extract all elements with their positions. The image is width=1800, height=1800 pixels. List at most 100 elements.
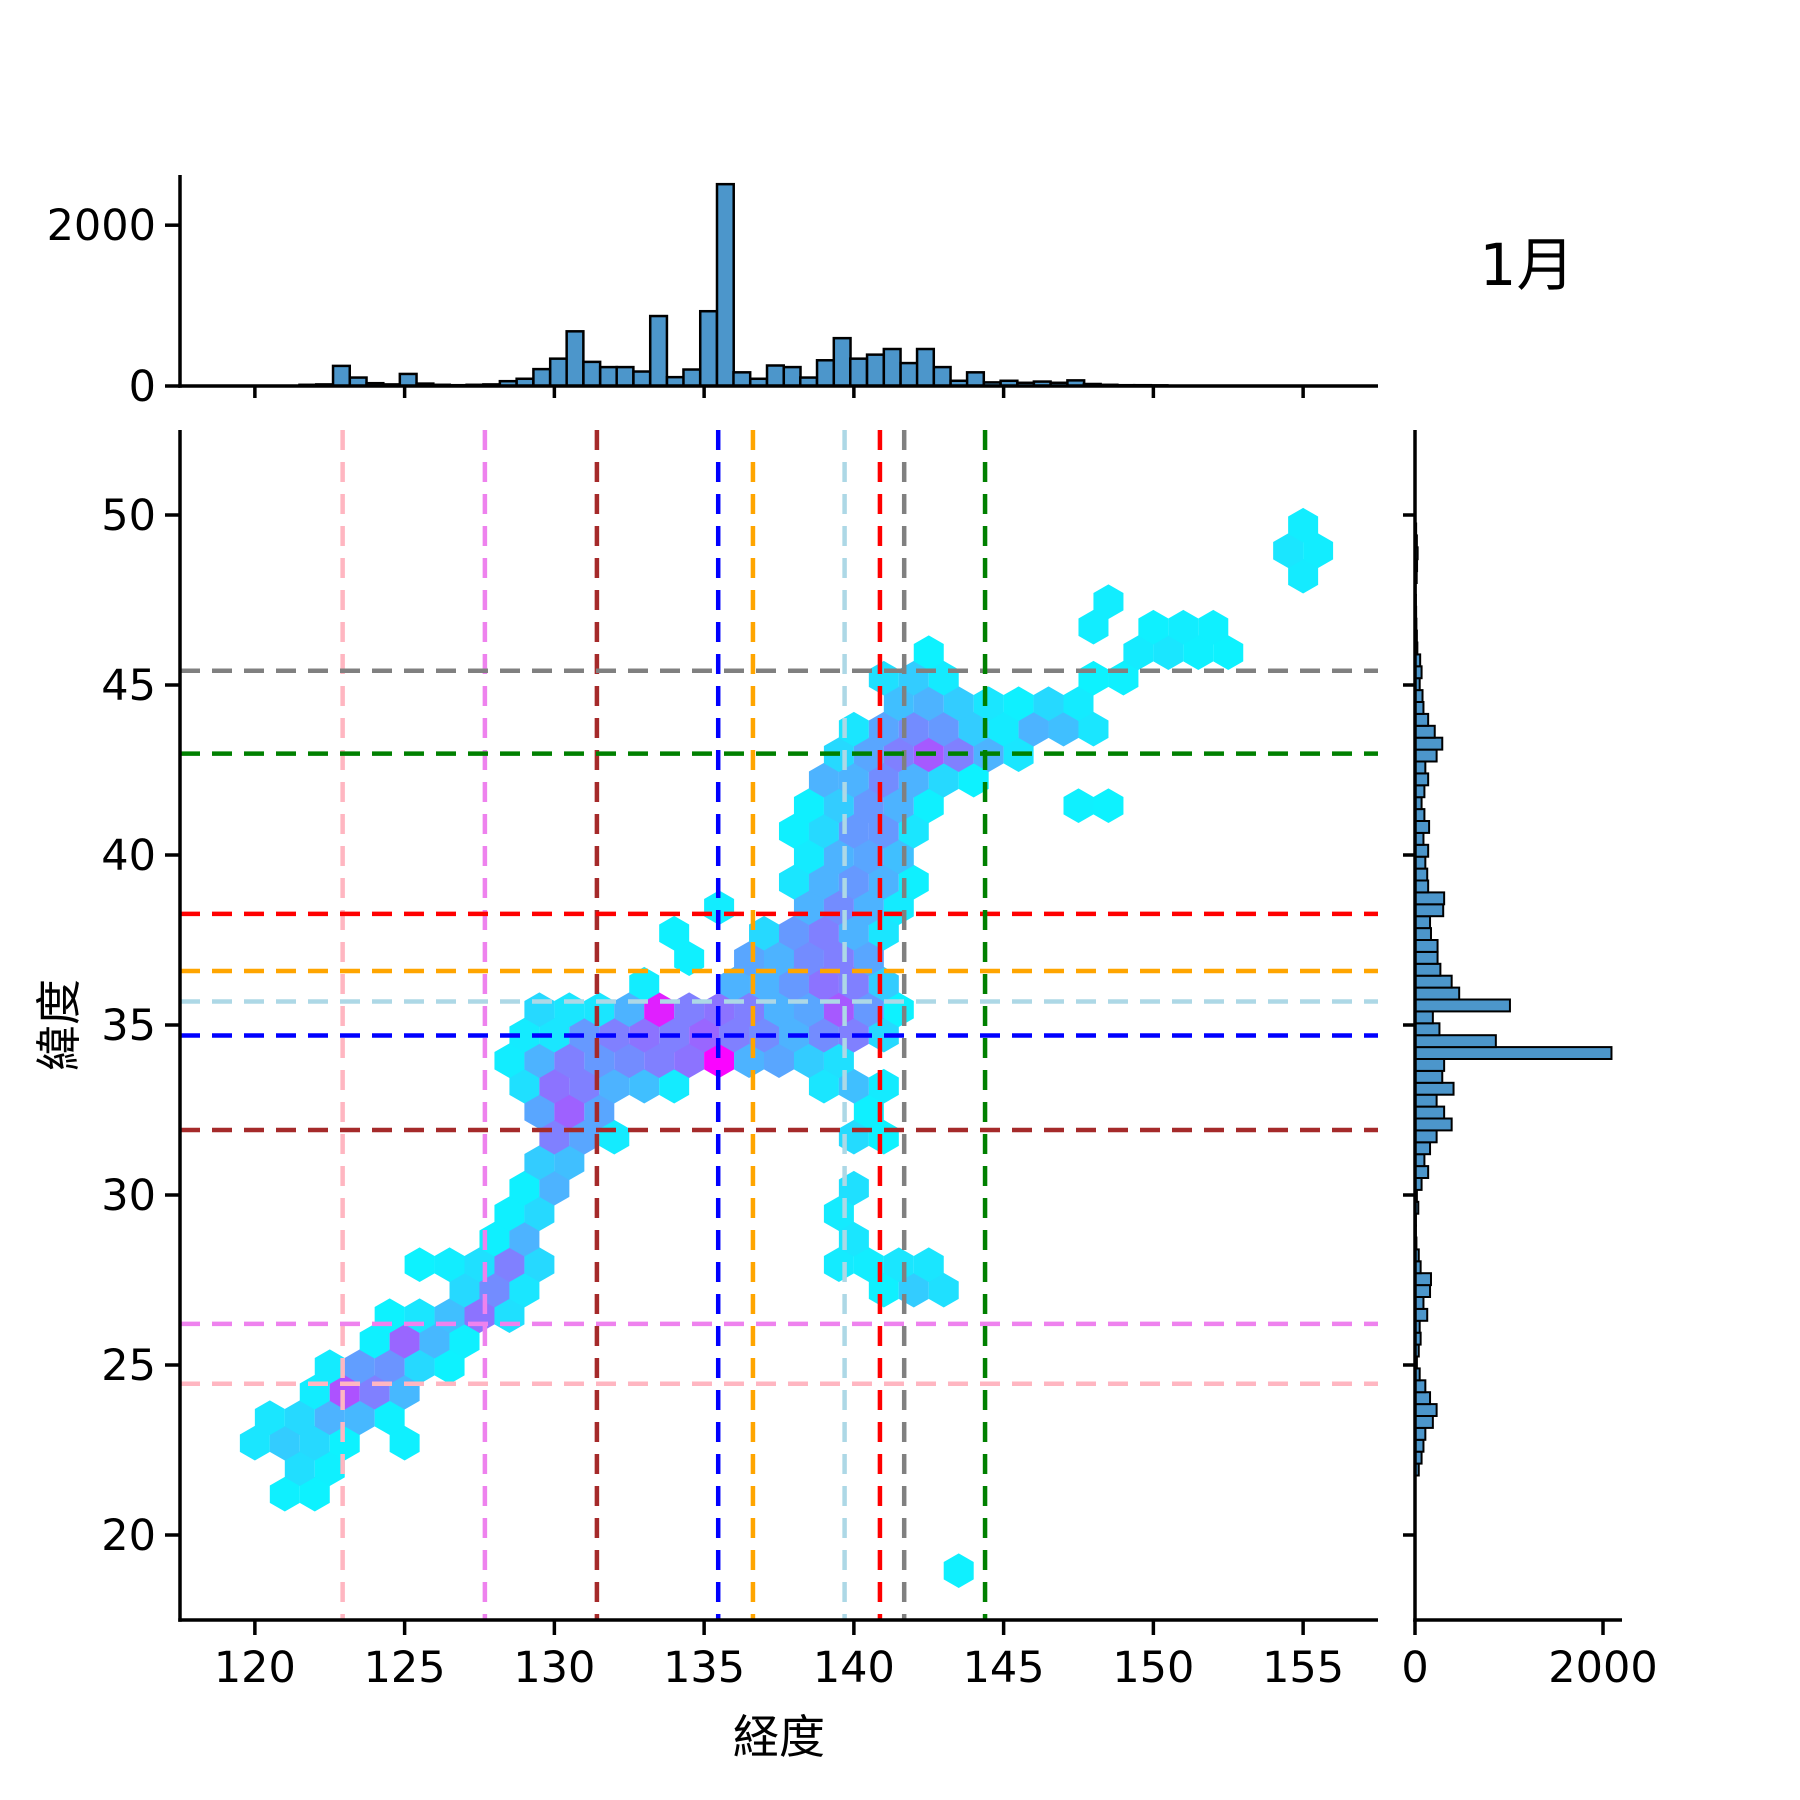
hex-cell (629, 966, 660, 1002)
hex-cell (389, 1323, 420, 1359)
hex-cell (868, 1272, 899, 1308)
hex-cell (1138, 609, 1169, 645)
hex-cell (928, 1272, 959, 1308)
right-hist-bar (1414, 772, 1430, 787)
hex-cell (329, 1425, 360, 1461)
top-hist-bar (882, 347, 902, 388)
right-hist-bar (1414, 915, 1432, 930)
top-hist-bar (532, 367, 552, 388)
hex-cell (704, 1043, 735, 1078)
hex-cell (808, 1068, 839, 1104)
right-hist-bar (1414, 1117, 1453, 1132)
hex-cell (599, 1068, 630, 1104)
hex-cell (299, 1476, 330, 1512)
hex-cell (868, 966, 899, 1002)
hex-cell (853, 941, 884, 976)
top-hist-bar (849, 357, 869, 388)
hex-cell (853, 1094, 884, 1129)
hex-cell (284, 1451, 315, 1486)
top-hist-bar (698, 309, 719, 388)
top-hist-bar (615, 365, 635, 388)
x-axis-tick-label: 145 (963, 1643, 1045, 1693)
hex-cell (359, 1323, 390, 1359)
right-hist-bar (1414, 1129, 1438, 1144)
x-axis-tick-label: 125 (364, 1643, 446, 1693)
x-axis-label: 経度 (733, 1710, 825, 1764)
hex-cell (973, 686, 1004, 721)
hex-cell (314, 1400, 345, 1435)
hex-cell (254, 1400, 285, 1435)
hex-cell (494, 1196, 525, 1231)
hex-cell (943, 1553, 974, 1588)
hex-cell (1288, 507, 1319, 543)
hex-cell (554, 1094, 585, 1129)
hex-cell (1003, 686, 1034, 721)
y-axis-label: 緯度 (32, 979, 86, 1071)
hex-cell (1273, 533, 1304, 568)
hex-cell (539, 1017, 570, 1053)
hex-cell (524, 1145, 555, 1180)
hex-cell (868, 1017, 899, 1053)
hex-cell (778, 864, 809, 900)
top-hist-bar (548, 357, 569, 388)
hex-cell (524, 1247, 555, 1282)
hex-cell (1063, 686, 1094, 721)
hex-cell (868, 1068, 899, 1104)
hex-cell (853, 839, 884, 874)
hex-cell (808, 813, 839, 849)
hex-cell (524, 1196, 555, 1231)
hex-cell (569, 1017, 600, 1053)
hex-cell (1288, 558, 1319, 594)
hex-cell (1168, 609, 1199, 645)
x-axis-tick-label: 130 (513, 1643, 595, 1693)
top-hist-bar (648, 314, 669, 388)
hex-cell (868, 762, 899, 798)
top-hist-bar (782, 365, 802, 388)
top-hist-bar (565, 330, 585, 388)
y-axis-tick-label: 20 (101, 1511, 156, 1561)
right-hist-bar (1414, 1141, 1432, 1156)
y-axis-tick-label: 30 (101, 1171, 156, 1221)
hex-cell (314, 1451, 345, 1486)
hex-cell (449, 1272, 480, 1308)
hex-cell (928, 711, 959, 747)
hex-cell (584, 1094, 615, 1129)
right-hist-bar (1414, 1272, 1432, 1287)
hex-cell (853, 890, 884, 925)
hex-cell (734, 1043, 765, 1078)
hex-cell (344, 1349, 375, 1384)
x-axis-tick-label: 140 (813, 1643, 895, 1693)
hex-cell (659, 1068, 690, 1104)
hex-cell (269, 1476, 300, 1512)
hex-cell (868, 915, 899, 951)
hex-cell (793, 890, 824, 925)
hex-cell (584, 1043, 615, 1078)
hex-cell (913, 686, 944, 721)
hex-cell (1303, 533, 1334, 568)
hex-cell (764, 1043, 794, 1078)
hex-cell (509, 1221, 540, 1257)
right-hist-bar (1414, 1069, 1444, 1084)
right-hist-bar (1414, 1022, 1441, 1037)
right-hist-bar (1414, 1093, 1438, 1108)
hex-cell (868, 813, 899, 849)
hex-cell (434, 1247, 465, 1282)
hex-cell (749, 915, 780, 951)
hex-cell (674, 941, 705, 976)
right-hist-bar (1414, 1165, 1430, 1179)
hex-cell (808, 966, 839, 1002)
hex-cell (808, 762, 839, 798)
hex-cell (509, 1272, 540, 1308)
right-hist-bar (1414, 939, 1439, 953)
hexbin-layer (239, 507, 1334, 1588)
y-axis-tick-label: 25 (101, 1341, 156, 1391)
hex-cell (569, 1068, 600, 1104)
hex-cell (793, 1043, 824, 1078)
hex-cell (943, 686, 974, 721)
right-hist-bar (1414, 950, 1439, 965)
reference-lines-layer (180, 430, 1378, 1620)
hex-cell (1093, 584, 1124, 619)
hex-cell (1153, 635, 1184, 670)
